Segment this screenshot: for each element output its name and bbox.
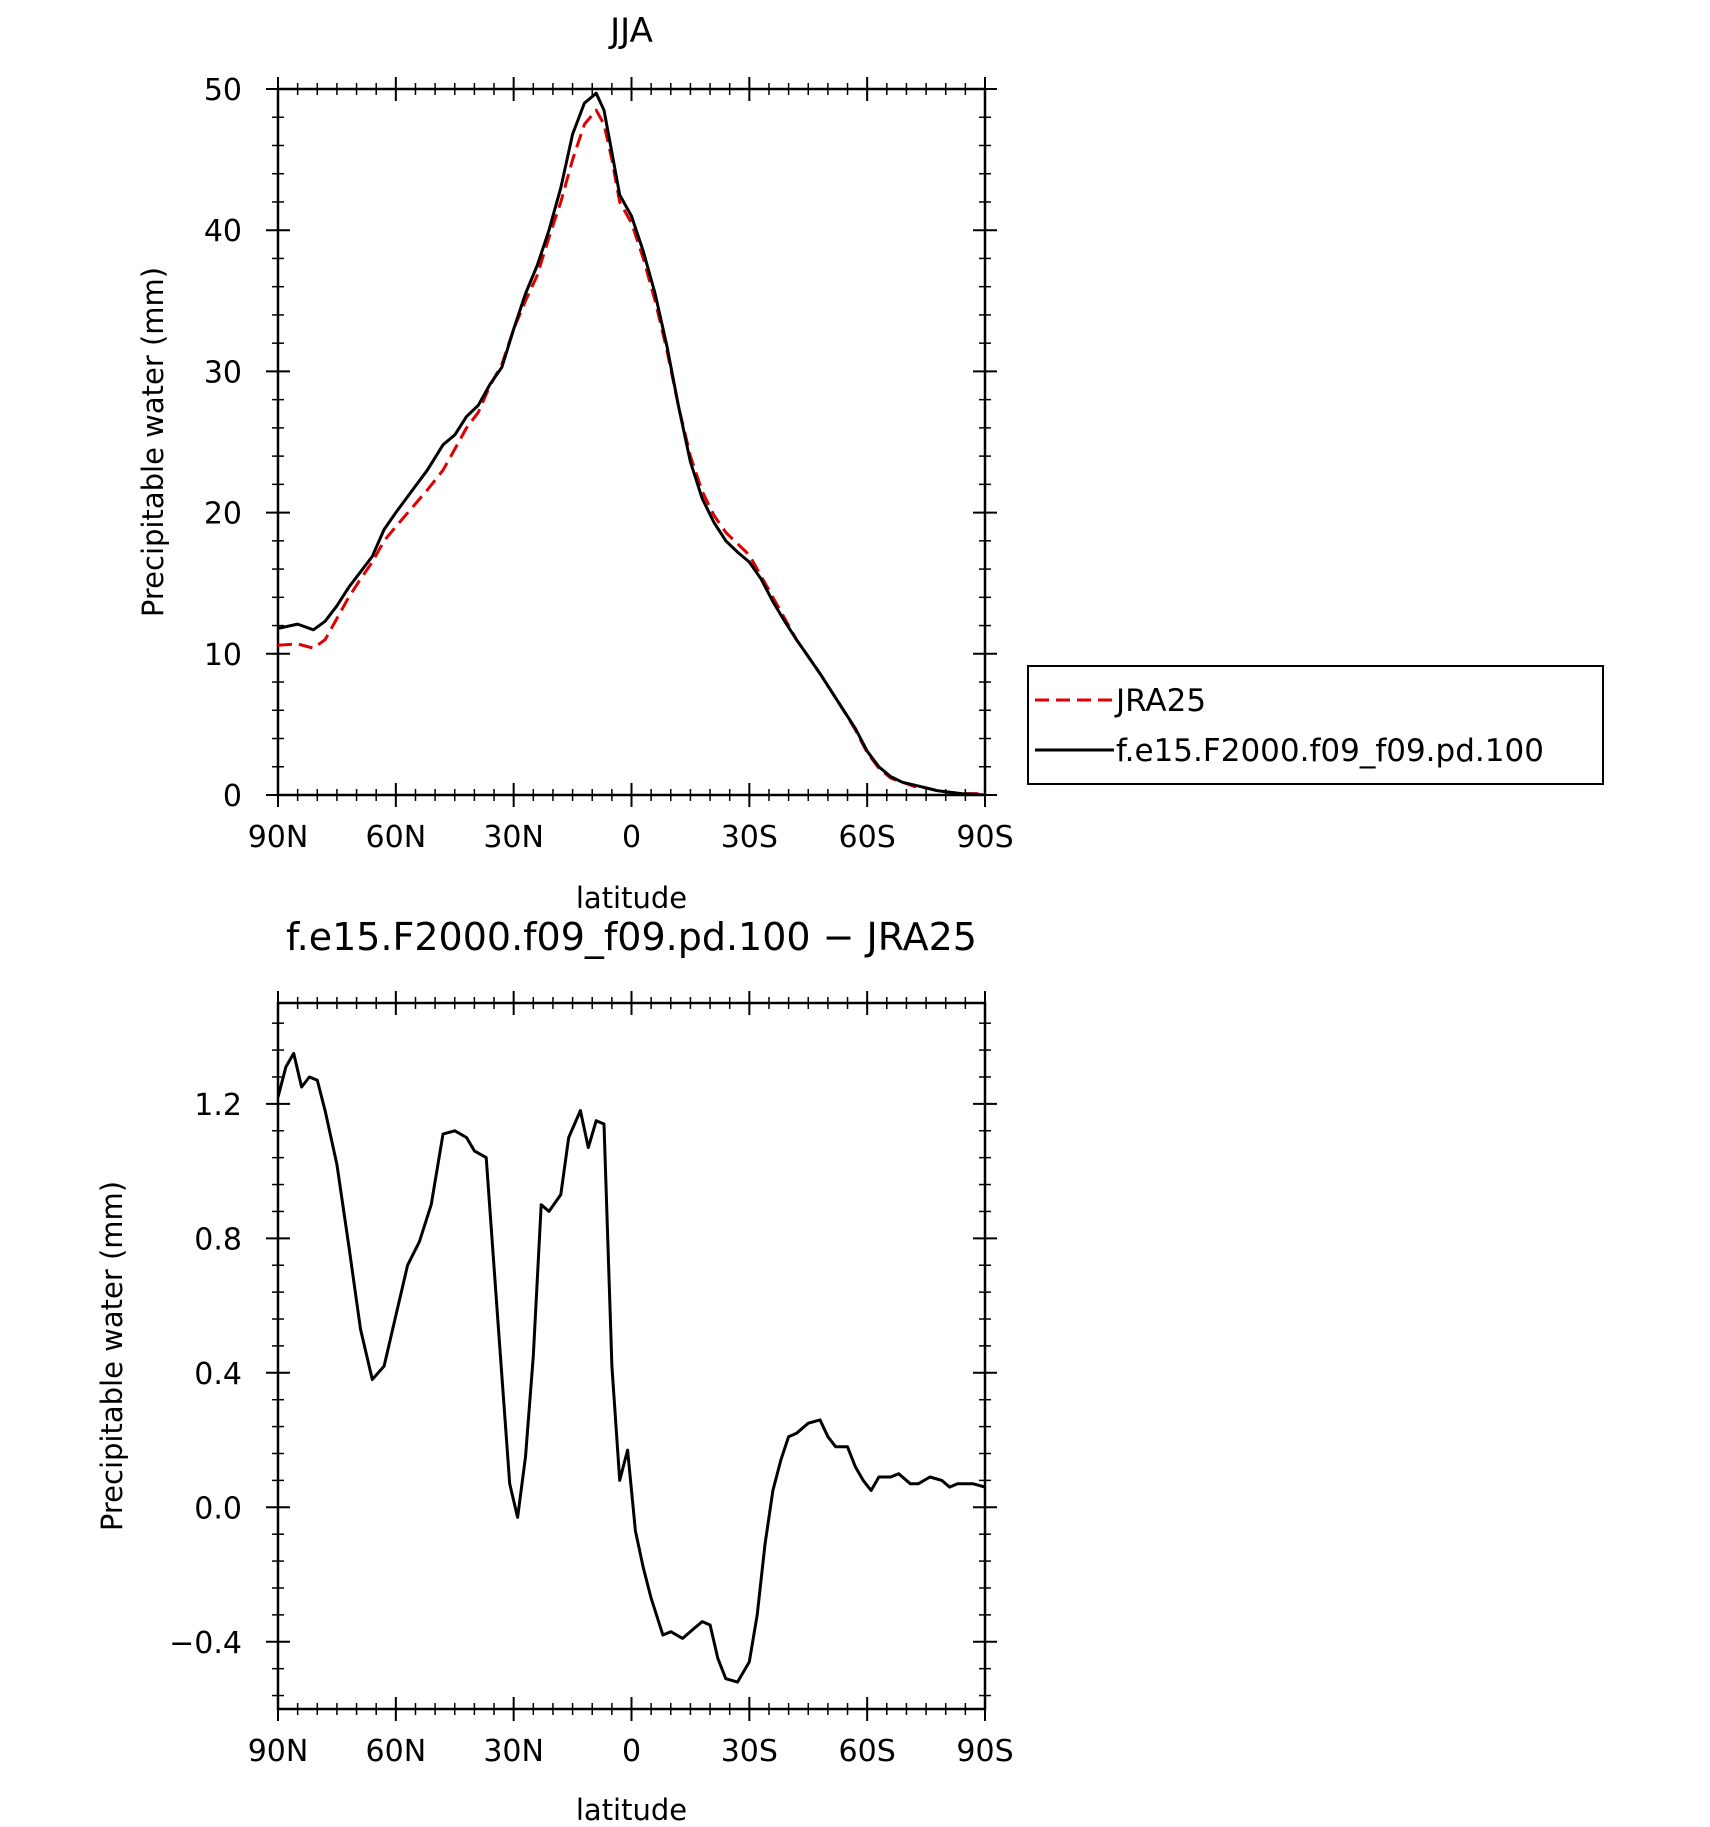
x-tick-label: 90S <box>956 1734 1013 1769</box>
x-axis-label: latitude <box>576 1793 687 1822</box>
panel-bottom: f.e15.F2000.f09_f09.pd.100 − JRA25 −0.4 0.… <box>95 915 1014 1827</box>
x-tick-label: 30N <box>483 1734 544 1769</box>
y-tick-label: 20 <box>204 497 242 532</box>
y-axis-label: Precipitable water (mm) <box>136 267 170 617</box>
legend-label: f.e15.F2000.f09_f09.pd.100 <box>1116 733 1544 769</box>
plot-frame <box>276 1001 987 1711</box>
x-tick-label: 0 <box>622 1734 641 1769</box>
y-tick-label: 0.0 <box>194 1491 242 1526</box>
x-tick-label: 90S <box>956 820 1013 855</box>
y-tick-label: 0.8 <box>194 1222 242 1257</box>
panel-top: JJA 0 10 20 30 40 50 90N 60N 30N 0 30S 60S 90S latitud… <box>136 11 1014 915</box>
x-tick-label: 30S <box>721 820 778 855</box>
y-tick-label: 1.2 <box>194 1088 242 1123</box>
series-line-0 <box>278 108 985 795</box>
x-tick-label: 60N <box>366 1734 427 1769</box>
y-tick-label: 30 <box>204 355 242 390</box>
x-tick-label: 60S <box>839 820 896 855</box>
x-tick-label: 90N <box>248 820 309 855</box>
chart-title: f.e15.F2000.f09_f09.pd.100 − JRA25 <box>286 915 977 959</box>
series-line-0 <box>278 1051 985 1684</box>
series-line-1 <box>278 91 985 795</box>
x-tick-label: 0 <box>622 820 641 855</box>
x-tick-label: 30S <box>721 1734 778 1769</box>
legend-label: JRA25 <box>1114 683 1206 719</box>
plot-frame <box>276 87 987 797</box>
legend-box <box>1027 665 1604 785</box>
y-tick-label: 40 <box>204 214 242 249</box>
y-axis-label: Precipitable water (mm) <box>95 1181 129 1531</box>
y-tick-label: −0.4 <box>169 1626 242 1661</box>
x-tick-label: 60N <box>366 820 427 855</box>
legend: JRA25 f.e15.F2000.f09_f09.pd.100 <box>1027 665 1604 785</box>
y-tick-label: 0 <box>223 779 242 814</box>
x-tick-label: 60S <box>839 1734 896 1769</box>
x-tick-label: 30N <box>483 820 544 855</box>
y-tick-label: 50 <box>204 73 242 108</box>
x-axis-label: latitude <box>576 881 687 915</box>
y-tick-label: 0.4 <box>194 1357 242 1392</box>
x-tick-label: 90N <box>248 1734 309 1769</box>
chart-title: JJA <box>608 11 653 51</box>
y-tick-label: 10 <box>204 638 242 673</box>
